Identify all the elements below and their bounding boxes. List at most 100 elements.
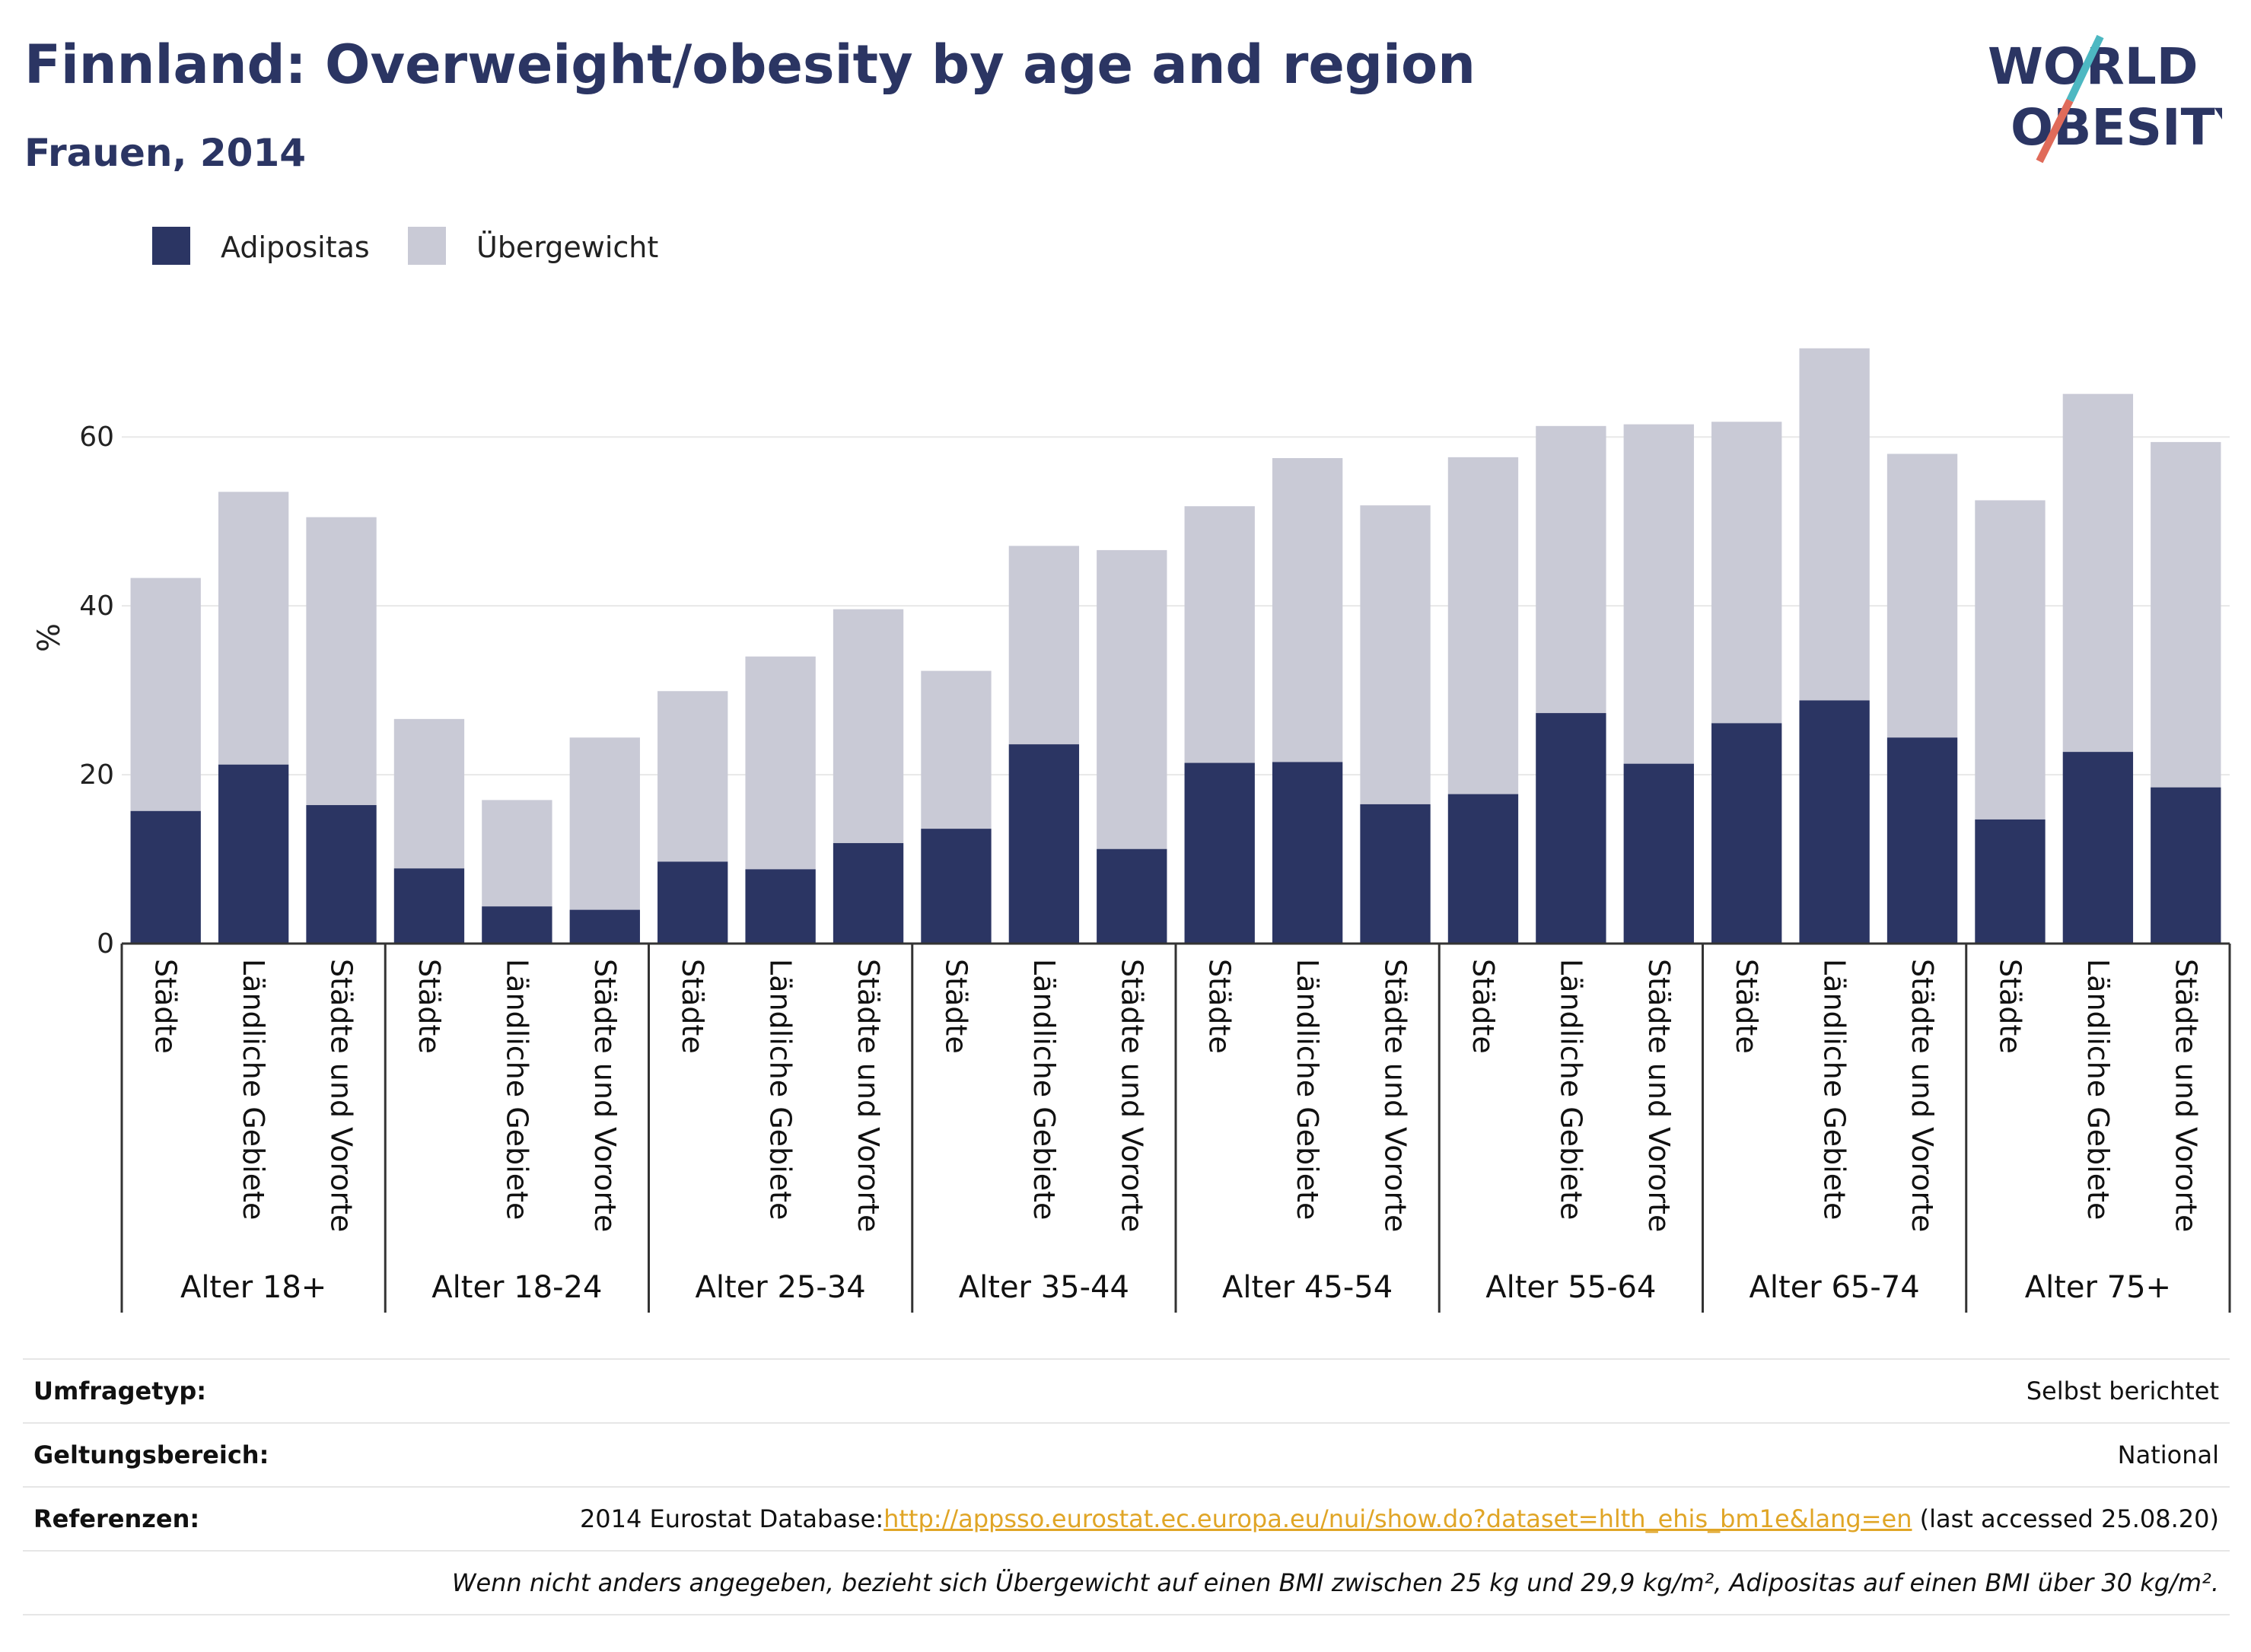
x-group-label: Alter 25-34 (696, 1270, 866, 1305)
bar-uebergewicht (482, 800, 552, 907)
x-category-label: Ländliche Gebiete (500, 959, 533, 1220)
bar-adipositas (1008, 744, 1080, 944)
bar-adipositas (657, 861, 728, 944)
page-title: Finnland: Overweight/obesity by age and … (24, 33, 1476, 96)
x-category-label: Ländliche Gebiete (1554, 959, 1587, 1220)
x-group-label: Alter 45-54 (1222, 1270, 1393, 1305)
x-category-label: Städte und Vororte (1379, 959, 1412, 1232)
x-category-label: Städte und Vororte (1642, 959, 1676, 1232)
grid-lines (122, 436, 2230, 776)
bar-adipositas (1097, 848, 1167, 944)
info-row-scope: Geltungsbereich: National (23, 1422, 2230, 1486)
y-tick-label: 40 (79, 590, 114, 622)
bar-uebergewicht (1008, 546, 1080, 745)
x-category-label: Ländliche Gebiete (2081, 959, 2115, 1220)
legend-label-uebergewicht: Übergewicht (476, 231, 658, 264)
bar-adipositas (921, 829, 992, 944)
bar-adipositas (393, 868, 465, 944)
bar-uebergewicht (1623, 424, 1694, 764)
x-category-label: Städte und Vororte (588, 959, 622, 1232)
reference-link[interactable]: http://appsso.eurostat.ec.europa.eu/nui/… (884, 1504, 1912, 1533)
bar-adipositas (833, 842, 904, 944)
bar-uebergewicht (218, 492, 289, 765)
bar-uebergewicht (2062, 393, 2134, 753)
bar-uebergewicht (1799, 348, 1870, 701)
bar-adipositas (1799, 700, 1870, 944)
reference-suffix: (last accessed 25.08.20) (1912, 1504, 2219, 1533)
bar-adipositas (2151, 787, 2221, 944)
x-category-label: Städte (149, 959, 183, 1054)
bar-uebergewicht (1536, 425, 1606, 714)
bar-adipositas (1184, 762, 1255, 944)
x-category-label: Städte (1466, 959, 1500, 1054)
y-axis-ticks: 0 20 40 60 (79, 422, 114, 960)
x-category-label: Ländliche Gebiete (1818, 959, 1851, 1220)
bar-adipositas (1536, 713, 1606, 944)
bars (130, 348, 2221, 944)
y-tick-label: 60 (79, 422, 114, 453)
x-category-label: Städte und Vororte (1906, 959, 1939, 1232)
bar-adipositas (218, 764, 289, 944)
x-category-label: Ländliche Gebiete (1027, 959, 1061, 1220)
scope-label: Geltungsbereich: (33, 1440, 269, 1469)
x-category-label: Städte und Vororte (852, 959, 885, 1232)
info-table: Umfragetyp: Selbst berichtet Geltungsber… (23, 1358, 2230, 1615)
bar-uebergewicht (306, 517, 377, 806)
bar-uebergewicht (833, 609, 904, 843)
bar-uebergewicht (2151, 441, 2221, 788)
bar-adipositas (1711, 723, 1782, 944)
bar-uebergewicht (393, 718, 465, 869)
y-tick-label: 0 (97, 928, 114, 960)
bar-adipositas (1360, 804, 1431, 944)
bar-adipositas (482, 906, 552, 944)
x-category-label: Ländliche Gebiete (764, 959, 798, 1220)
bar-uebergewicht (1886, 454, 1958, 738)
bar-adipositas (306, 805, 377, 944)
x-category-label: Städte und Vororte (325, 959, 358, 1232)
bar-uebergewicht (1184, 506, 1255, 763)
x-group-label: Alter 75+ (2025, 1270, 2171, 1305)
survey-label: Umfragetyp: (33, 1377, 207, 1405)
info-row-survey: Umfragetyp: Selbst berichtet (23, 1358, 2230, 1422)
bar-adipositas (2062, 752, 2134, 944)
legend-swatch-uebergewicht (408, 227, 446, 265)
reference-prefix: 2014 Eurostat Database: (579, 1504, 884, 1533)
x-category-label: Ländliche Gebiete (1291, 959, 1324, 1220)
x-category-label: Städte (1993, 959, 2027, 1054)
bar-adipositas (1886, 737, 1958, 944)
x-category-label: Städte und Vororte (2169, 959, 2202, 1232)
x-category-label: Ländliche Gebiete (237, 959, 270, 1220)
bar-adipositas (1447, 794, 1519, 944)
bar-uebergewicht (745, 656, 816, 870)
x-group-label: Alter 18+ (180, 1270, 326, 1305)
stacked-bar-chart: Adipositas Übergewicht % 0 20 40 60 Städte L… (32, 227, 2231, 1313)
logo-accent-bottom (2036, 98, 2074, 164)
x-group-label: Alter 55-64 (1485, 1270, 1656, 1305)
x-category-label: Städte und Vororte (1115, 959, 1148, 1232)
references-value: 2014 Eurostat Database:http://appsso.eur… (580, 1504, 2219, 1533)
legend: Adipositas Übergewicht (152, 227, 658, 265)
bar-adipositas (1623, 763, 1694, 944)
legend-swatch-adipositas (152, 227, 190, 265)
scope-value: National (2117, 1440, 2219, 1469)
x-group-label: Alter 65-74 (1750, 1270, 1920, 1305)
bar-adipositas (130, 810, 201, 944)
bmi-note: Wenn nicht anders angegeben, bezieht sic… (451, 1568, 2219, 1597)
bar-uebergewicht (1447, 457, 1519, 794)
bar-uebergewicht (1360, 505, 1431, 804)
bar-adipositas (1272, 762, 1343, 944)
bar-uebergewicht (1975, 500, 2046, 820)
bar-adipositas (569, 909, 640, 944)
x-category-label: Städte (676, 959, 709, 1054)
bar-uebergewicht (569, 737, 640, 910)
survey-value: Selbst berichtet (2026, 1377, 2219, 1405)
x-axis: Städte Ländliche Gebiete Städte und Vorort… (120, 942, 2231, 1313)
logo-accent-top (2066, 34, 2104, 103)
legend-label-adipositas: Adipositas (221, 231, 370, 264)
x-category-label: Städte (1730, 959, 1763, 1054)
world-obesity-logo: WORLD OBESITY (1988, 34, 2222, 164)
references-label: Referenzen: (33, 1504, 200, 1533)
bar-uebergewicht (657, 691, 728, 862)
page-subtitle: Frauen, 2014 (24, 131, 307, 175)
x-category-label: Städte (412, 959, 446, 1054)
